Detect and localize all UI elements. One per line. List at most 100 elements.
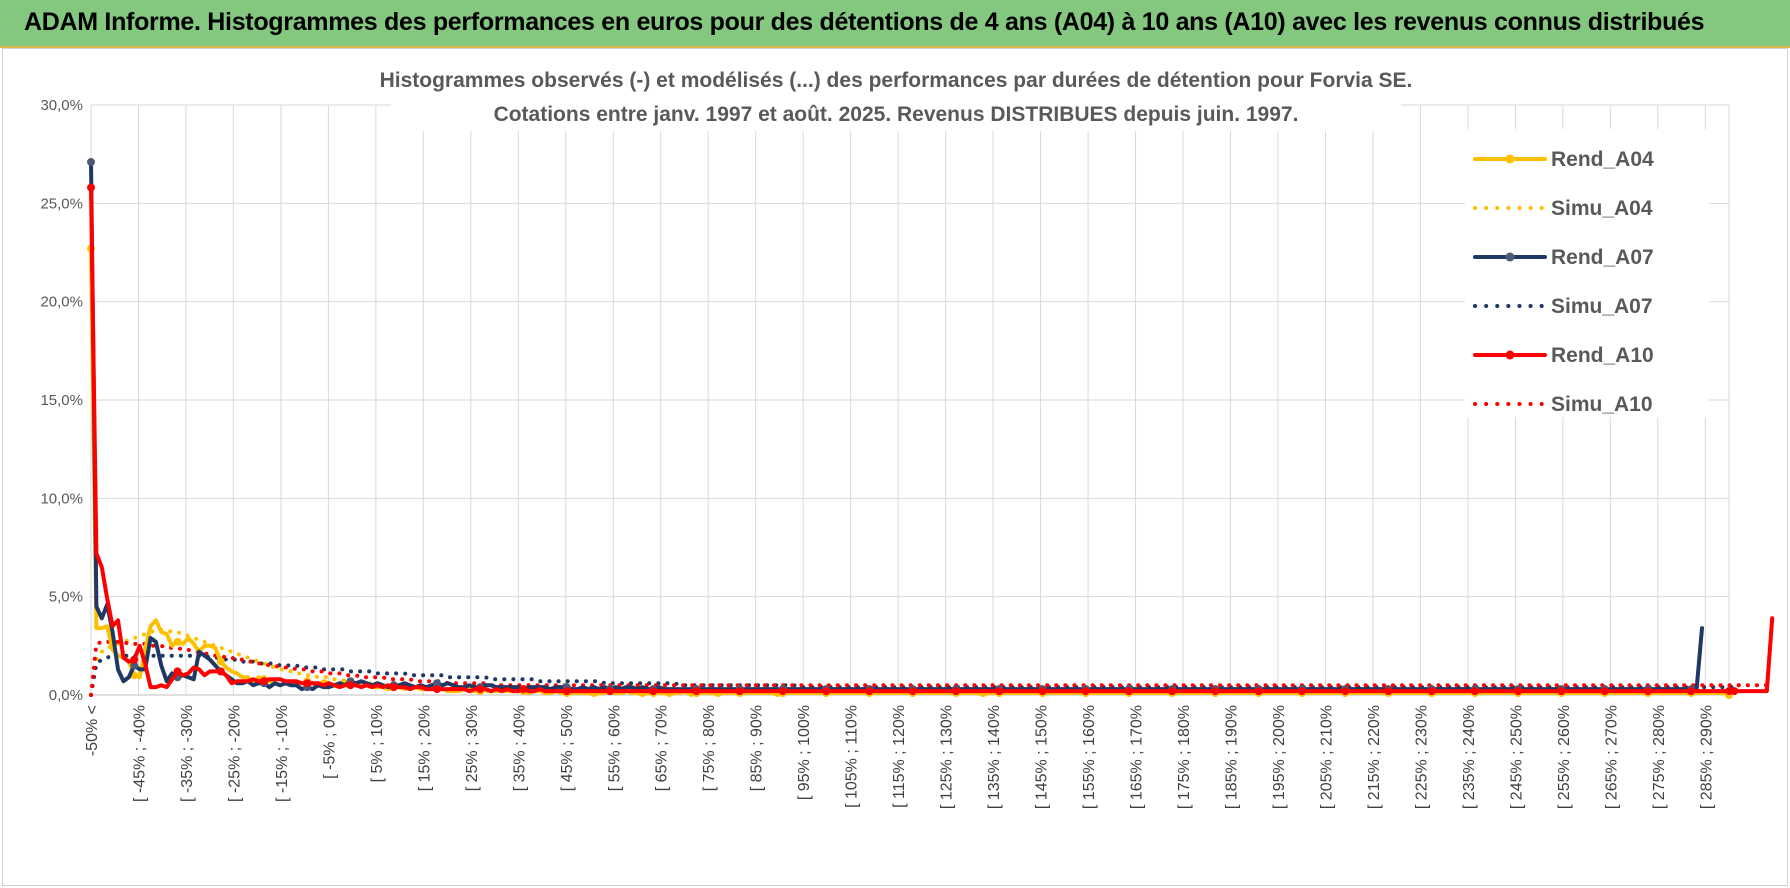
legend-marker	[1505, 350, 1515, 360]
data-point	[1168, 687, 1177, 696]
data-point	[259, 677, 268, 686]
x-tick-label: [ 45% ; 50%	[559, 705, 576, 791]
x-tick-label: [ 145% ; 150%	[1034, 705, 1051, 809]
data-point	[1254, 687, 1263, 696]
y-tick-label: 20,0%	[40, 294, 83, 311]
x-tick-label: [ 185% ; 190%	[1223, 705, 1240, 809]
y-tick-label: 10,0%	[40, 490, 83, 507]
legend-label: Simu_A04	[1551, 197, 1653, 220]
data-point	[1038, 687, 1047, 696]
data-point	[778, 687, 787, 696]
x-tick-label: [ 245% ; 250%	[1508, 705, 1525, 809]
data-point	[173, 667, 182, 676]
legend-label: Rend_A10	[1551, 344, 1654, 367]
x-tick-label: [ 135% ; 140%	[986, 705, 1003, 809]
legend-label: Rend_A07	[1551, 246, 1654, 269]
report-banner: ADAM Informe. Histogrammes des performan…	[0, 0, 1790, 48]
data-point	[173, 637, 182, 646]
data-point	[303, 679, 312, 688]
x-tick-label: [ 275% ; 280%	[1651, 705, 1668, 809]
data-point	[1643, 687, 1652, 696]
series-line-simu-a10	[89, 639, 1775, 697]
data-point	[389, 683, 398, 692]
data-point	[692, 687, 701, 696]
data-point	[735, 687, 744, 696]
x-tick-label: [ 235% ; 240%	[1461, 705, 1478, 809]
legend-label: Rend_A04	[1551, 148, 1654, 171]
data-point	[476, 685, 485, 694]
chart-title-line: Cotations entre janv. 1997 et août. 2025…	[494, 103, 1299, 126]
x-tick-label: [ 15% ; 20%	[416, 705, 433, 791]
y-tick-label: 5,0%	[49, 589, 83, 606]
x-tick-label: [ 85% ; 90%	[749, 705, 766, 791]
legend-box	[1465, 129, 1709, 417]
chart-frame: 0,0% 5,0% 10,0% 15,0% 20,0% 25,0% 30,0% -50% < […	[2, 48, 1788, 886]
data-point	[822, 687, 831, 696]
x-tick-label: [ 55% ; 60%	[606, 705, 623, 791]
data-point	[649, 687, 658, 696]
data-point	[951, 687, 960, 696]
x-tick-label: [ -25% ; -20%	[226, 705, 243, 802]
x-tick-label: [ 155% ; 160%	[1081, 705, 1098, 809]
data-point	[87, 158, 95, 167]
x-tick-label: [ 225% ; 230%	[1413, 705, 1430, 809]
x-tick-label: [ -45% ; -40%	[131, 705, 148, 802]
report-title: ADAM Informe. Histogrammes des performan…	[24, 8, 1705, 36]
x-tick-label: [ 255% ; 260%	[1556, 705, 1573, 809]
data-point	[87, 183, 95, 192]
data-point	[1514, 687, 1523, 696]
data-point	[865, 687, 874, 696]
x-tick-label: [ 165% ; 170%	[1129, 705, 1146, 809]
chart-title-bg	[391, 63, 1401, 131]
chart-title-line: Histogrammes observés (-) et modélisés (…	[380, 69, 1413, 92]
y-tick-label: 30,0%	[40, 97, 83, 114]
x-tick-label: [ 125% ; 130%	[939, 705, 956, 809]
series-line-rend-a07	[89, 160, 1704, 692]
data-point	[1384, 687, 1393, 696]
x-tick-label: [ -5% ; 0%	[321, 705, 338, 779]
data-point	[562, 687, 571, 696]
x-tick-label: [ 205% ; 210%	[1318, 705, 1335, 809]
legend-marker	[1505, 154, 1515, 164]
data-point	[432, 679, 441, 688]
x-tick-label: [ 115% ; 120%	[891, 705, 908, 808]
histogram-chart: 0,0% 5,0% 10,0% 15,0% 20,0% 25,0% 30,0% -50% < […	[40, 63, 1775, 809]
data-point	[432, 685, 441, 694]
x-tick-label: [ -35% ; -30%	[179, 705, 196, 802]
data-point	[519, 685, 528, 694]
data-point	[1470, 687, 1479, 696]
y-tick-label: 25,0%	[40, 195, 83, 212]
data-point	[1297, 687, 1306, 696]
x-tick-label: [ 5% ; 10%	[369, 705, 386, 782]
data-point	[130, 661, 139, 670]
data-point	[1687, 687, 1696, 696]
x-tick-label: [ 75% ; 80%	[701, 705, 718, 791]
data-point	[216, 657, 225, 666]
data-point	[1427, 687, 1436, 696]
data-point	[1600, 687, 1609, 696]
data-point	[1557, 687, 1566, 696]
data-point	[605, 687, 614, 696]
x-tick-label: [ 105% ; 110%	[844, 705, 861, 808]
x-tick-label: [ 95% ; 100%	[796, 705, 813, 800]
data-point	[1341, 687, 1350, 696]
data-point	[1211, 687, 1220, 696]
legend-label: Simu_A10	[1551, 393, 1653, 416]
data-point	[995, 687, 1004, 696]
x-tick-label: [ 175% ; 180%	[1176, 705, 1193, 809]
y-tick-label: 0,0%	[49, 687, 83, 704]
data-point	[1081, 687, 1090, 696]
x-tick-label: [ 265% ; 270%	[1603, 705, 1620, 809]
series-line-rend-a10	[89, 185, 1775, 694]
data-point	[1730, 687, 1739, 696]
x-tick-label: [ -15% ; -10%	[274, 705, 291, 802]
x-tick-label: [ 35% ; 40%	[511, 705, 528, 791]
legend-marker	[1505, 252, 1515, 262]
y-tick-label: 15,0%	[40, 392, 83, 409]
data-point	[908, 687, 917, 696]
data-point	[130, 655, 139, 664]
x-tick-label: [ 25% ; 30%	[464, 705, 481, 791]
data-point	[216, 667, 225, 676]
x-tick-label: [ 65% ; 70%	[654, 705, 671, 791]
data-point	[346, 681, 355, 690]
